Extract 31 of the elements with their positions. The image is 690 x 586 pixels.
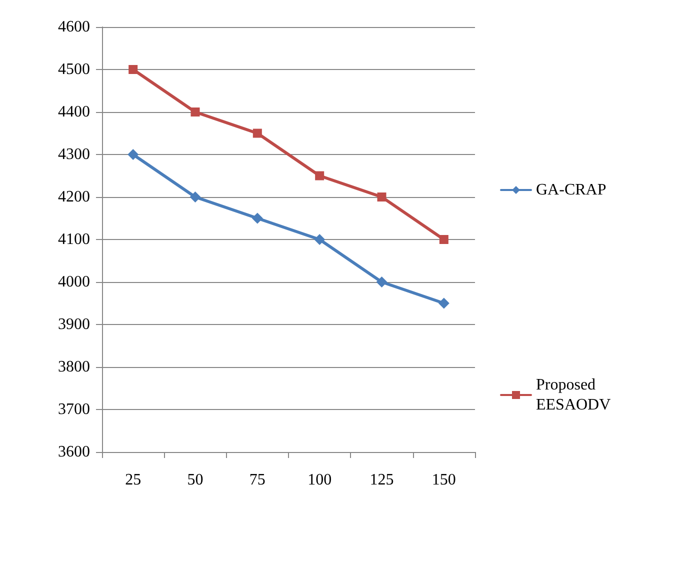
point — [252, 212, 263, 224]
point — [190, 192, 201, 202]
point — [190, 108, 200, 116]
x-tick-label: 25 — [125, 472, 142, 488]
y-tick-label: 4000 — [58, 274, 90, 290]
y-tick-label: 4100 — [58, 231, 90, 248]
legend-label: GA-CRAP — [536, 182, 606, 198]
y-tick-label: 4200 — [58, 188, 90, 206]
point — [128, 65, 138, 74]
point — [438, 298, 450, 309]
x-tick-label: 150 — [432, 472, 456, 488]
y-tick-label: 3900 — [58, 316, 90, 333]
y-tick-label: 4500 — [58, 61, 90, 78]
point — [314, 234, 326, 245]
y-tick-label: 4300 — [58, 146, 90, 163]
x-tick-label: 125 — [370, 472, 394, 488]
point — [315, 171, 324, 180]
point — [439, 235, 448, 244]
point — [376, 276, 388, 288]
y-tick-label: 3800 — [58, 358, 90, 376]
x-tick-label: 75 — [249, 472, 266, 488]
y-tick-label: 3700 — [58, 401, 90, 418]
x-tick-label: 50 — [187, 472, 204, 488]
point — [377, 192, 386, 202]
legend-label: Proposed EESAODV — [536, 376, 612, 414]
y-tick-label: 4400 — [58, 104, 90, 120]
x-tick-label: 100 — [308, 472, 332, 488]
point — [252, 128, 262, 138]
y-tick-label: 3600 — [58, 444, 90, 460]
y-tick-label: 4600 — [58, 18, 90, 36]
point — [128, 149, 139, 160]
